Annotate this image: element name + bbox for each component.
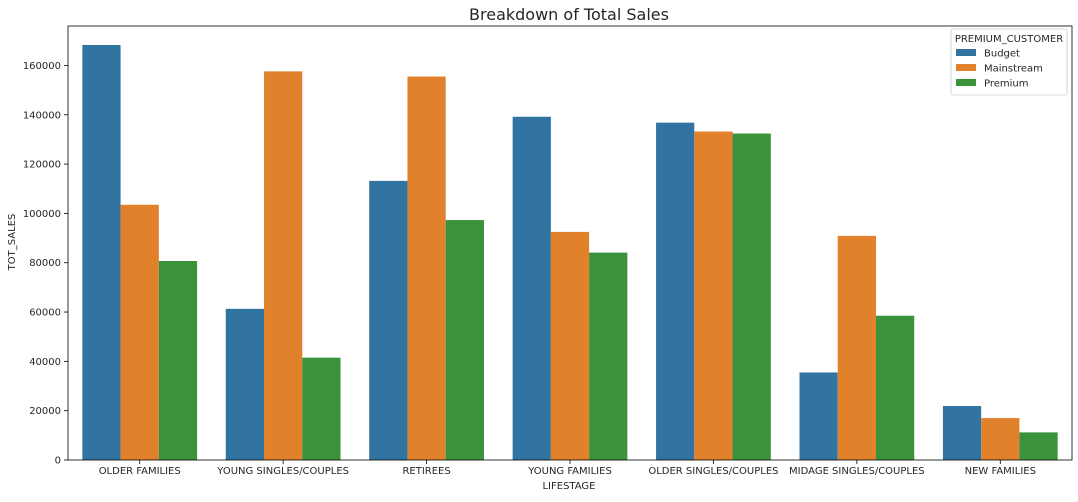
bar-mainstream-6 [981,418,1020,460]
y-axis: 0 20000 40000 60000 80000 100000 120000 140000 1… [23,61,68,467]
legend-box [950,28,1068,96]
bar-premium-6 [1019,432,1058,460]
y-tick-label: 20000 [29,406,61,417]
legend-swatch-mainstream [956,64,976,71]
bar-mainstream-1 [264,71,303,460]
legend: PREMIUM_CUSTOMER Budget Mainstream Premium [950,28,1068,96]
bar-premium-3 [589,252,628,460]
y-tick-label: 120000 [23,160,61,171]
bar-budget-6 [942,405,982,460]
x-tick-label: YOUNG SINGLES/COUPLES [216,466,349,477]
legend-title: PREMIUM_CUSTOMER [955,34,1063,45]
x-axis-label: LIFESTAGE [542,481,595,492]
legend-label-mainstream: Mainstream [984,64,1043,75]
legend-swatch-budget [956,49,976,56]
legend-label-premium: Premium [984,79,1029,90]
x-tick-label: OLDER SINGLES/COUPLES [648,466,778,477]
bar-budget-0 [82,44,121,461]
y-tick-label: 40000 [29,357,61,368]
x-tick-label: OLDER FAMILIES [99,466,181,477]
y-tick-label: 80000 [29,258,61,269]
bar-mainstream-3 [550,231,590,460]
y-tick-label: 0 [55,456,61,467]
bar-budget-4 [656,122,695,460]
bar-budget-5 [799,372,838,460]
bar-premium-2 [445,220,484,460]
legend-label-budget: Budget [984,49,1020,60]
y-tick-label: 160000 [23,61,61,72]
y-tick-label: 140000 [23,110,61,121]
y-tick-label: 60000 [29,308,61,319]
bar-mainstream-5 [837,235,876,460]
x-tick-label: YOUNG FAMILIES [527,466,612,477]
x-axis: OLDER FAMILIES YOUNG SINGLES/COUPLES RETIR… [99,460,1036,477]
bar-budget-2 [369,180,408,461]
bar-premium-4 [732,133,771,460]
x-tick-label: MIDAGE SINGLES/COUPLES [789,466,925,477]
y-tick-label: 100000 [23,209,61,220]
x-tick-label: NEW FAMILIES [965,466,1036,477]
bar-mainstream-2 [407,76,446,460]
bars-group [82,44,1058,461]
bar-premium-0 [158,261,198,460]
bar-budget-3 [512,116,551,460]
legend-swatch-premium [956,79,976,86]
bar-mainstream-0 [120,204,159,460]
x-tick-label: RETIREES [402,466,450,477]
bar-mainstream-4 [694,131,733,461]
plot-frame [67,25,1073,461]
bar-premium-1 [302,357,341,460]
chart-title: Breakdown of Total Sales [469,5,669,24]
y-axis-label: TOT_SALES [7,214,18,272]
bar-budget-1 [225,308,265,460]
bar-premium-5 [875,315,915,460]
